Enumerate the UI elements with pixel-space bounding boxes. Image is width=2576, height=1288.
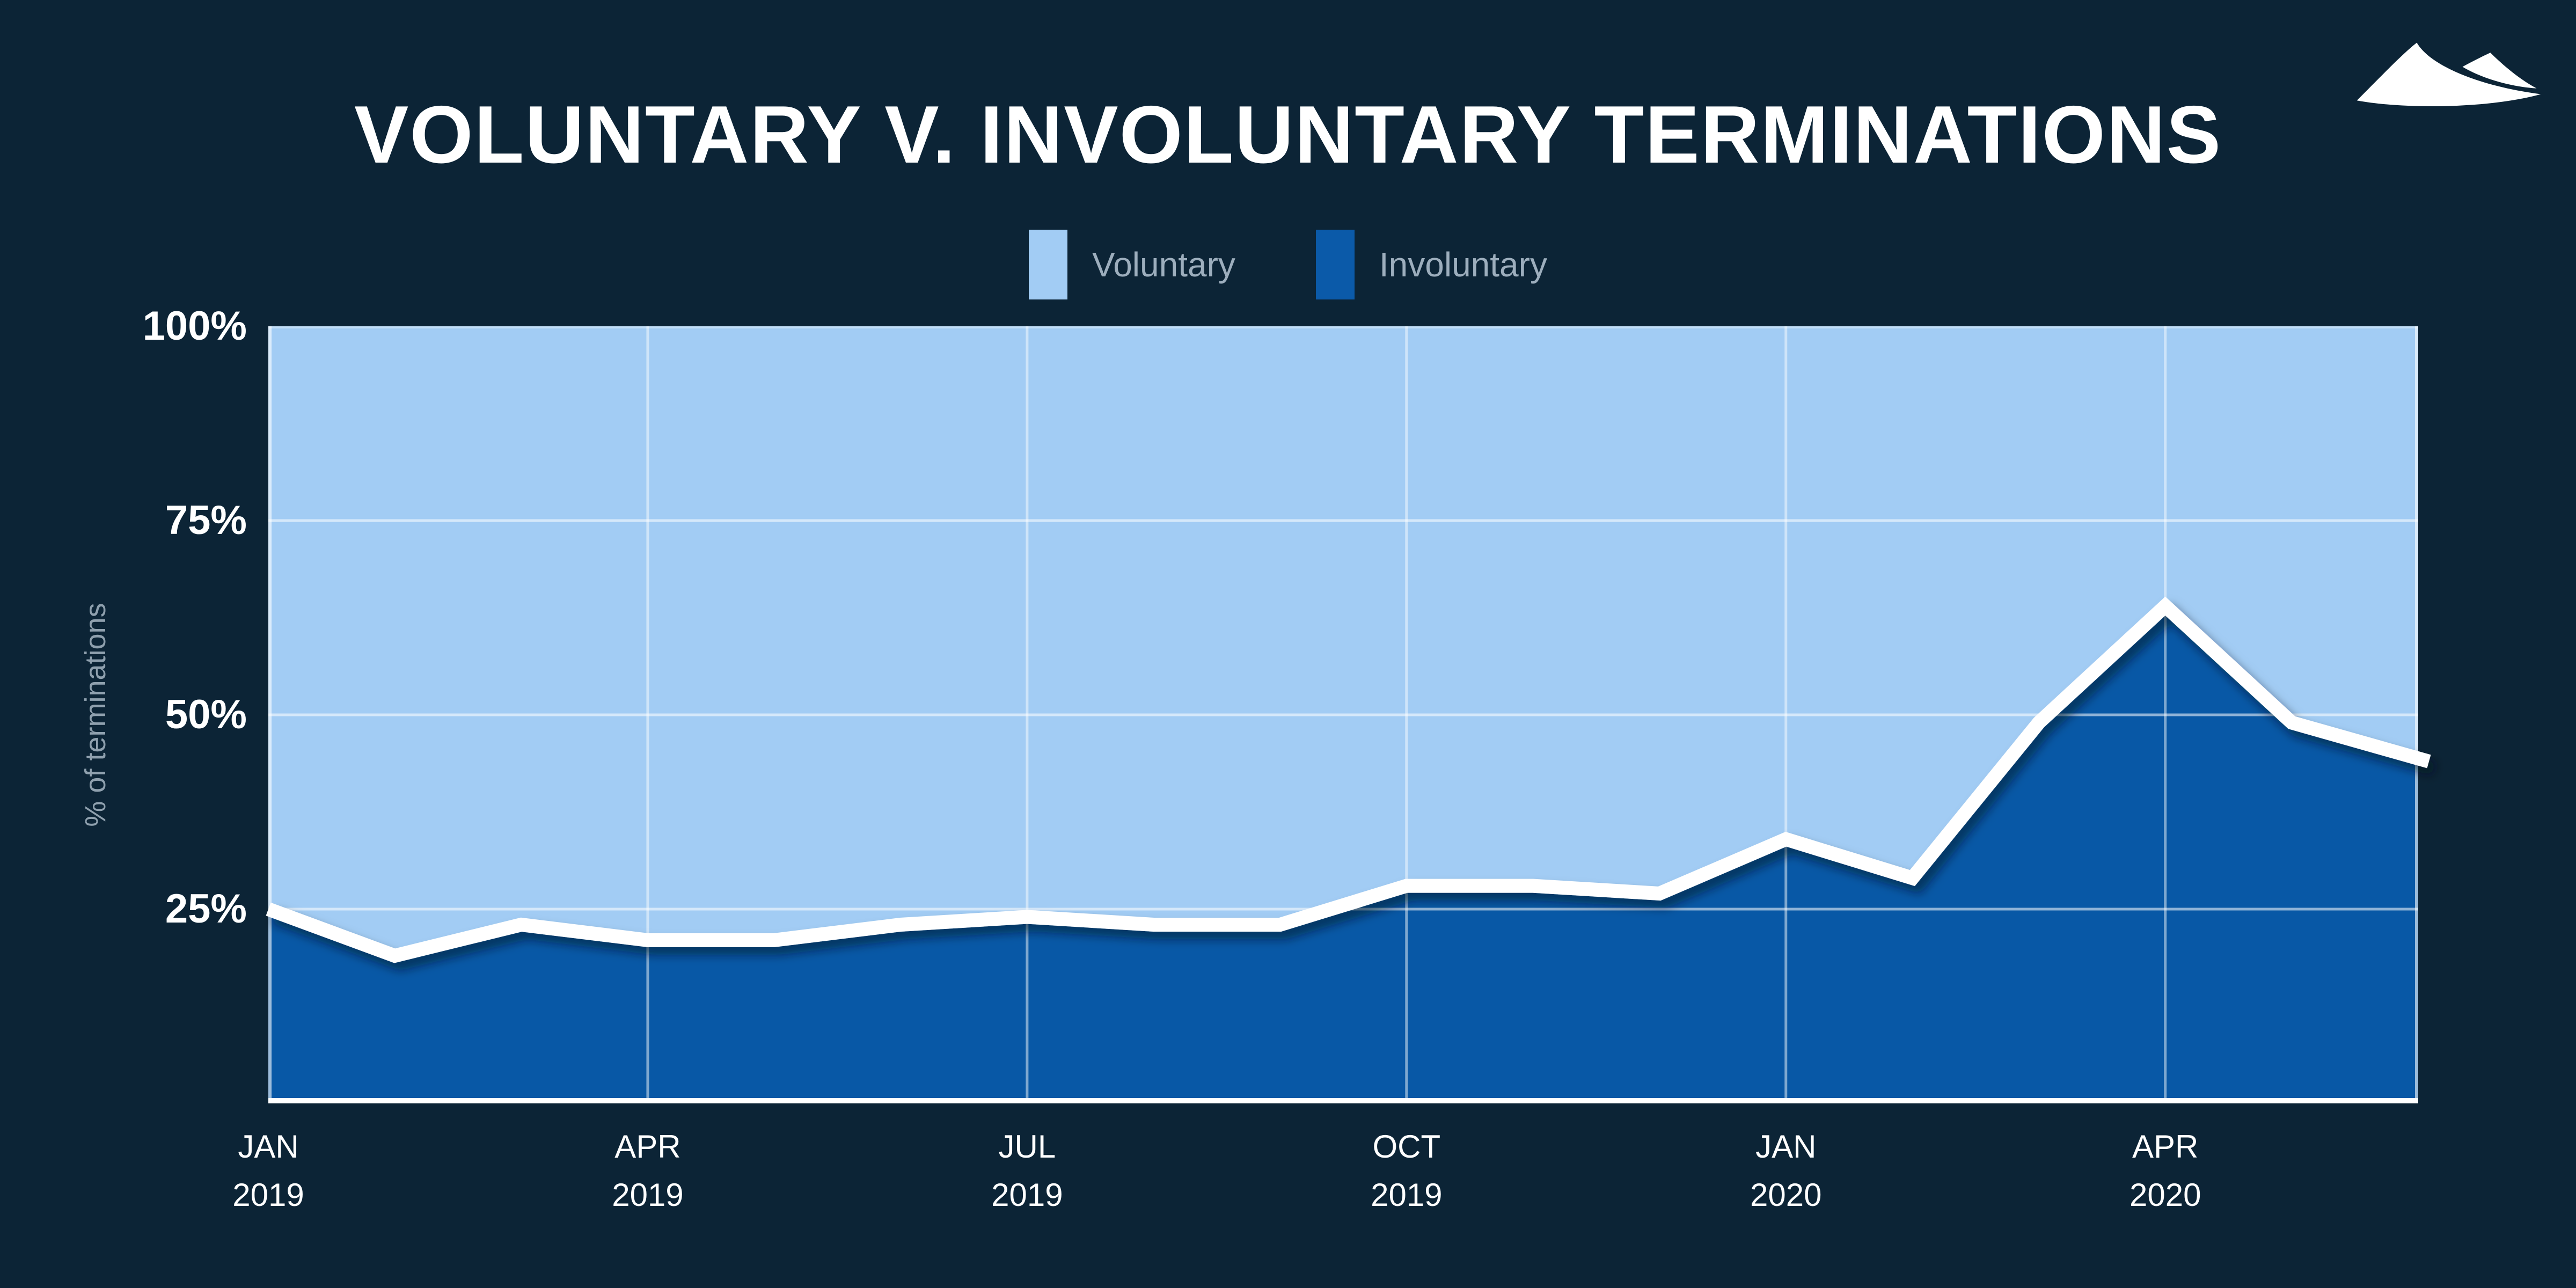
x-tick-year: 2019 [232, 1177, 304, 1213]
legend-label-involuntary: Involuntary [1379, 245, 1547, 284]
x-tick-APR-2020: APR 2020 [2129, 1123, 2201, 1219]
dunes-logo [2357, 42, 2541, 107]
x-tick-month: JAN [1755, 1129, 1817, 1165]
x-tick-year: 2019 [612, 1177, 684, 1213]
legend-item-voluntary: Voluntary [1029, 230, 1235, 299]
x-tick-month: APR [614, 1129, 681, 1165]
x-tick-year: 2020 [1750, 1177, 1822, 1213]
dune-large-shape [2357, 42, 2541, 107]
stacked-area-plot [266, 326, 2431, 1103]
chart-title: VOLUNTARY V. INVOLUNTARY TERMINATIONS [354, 89, 2222, 180]
legend-swatch-involuntary [1315, 230, 1355, 299]
x-tick-JAN-2019: JAN 2019 [232, 1123, 304, 1219]
y-tick-25: 25% [165, 886, 247, 932]
x-tick-month: APR [2132, 1129, 2199, 1165]
y-tick-50: 50% [165, 692, 247, 737]
y-tick-100: 100% [142, 303, 247, 349]
x-tick-APR-2019: APR 2019 [612, 1123, 683, 1219]
x-tick-year: 2019 [991, 1177, 1063, 1213]
x-tick-year: 2020 [2129, 1177, 2201, 1213]
x-tick-JAN-2020: JAN 2020 [1750, 1123, 1821, 1219]
x-tick-month: JAN [238, 1129, 299, 1165]
x-tick-month: JUL [998, 1129, 1056, 1165]
chart-legend: Voluntary Involuntary [0, 230, 2576, 299]
boundary-line-involuntary-share [266, 596, 2431, 963]
y-tick-75: 75% [165, 497, 247, 543]
x-tick-OCT-2019: OCT 2019 [1371, 1123, 1442, 1219]
dune-small-shape [2462, 53, 2537, 89]
area-involuntary [268, 606, 2418, 1103]
legend-swatch-voluntary [1029, 230, 1068, 299]
legend-item-involuntary: Involuntary [1315, 230, 1547, 299]
legend-label-voluntary: Voluntary [1092, 245, 1235, 284]
x-tick-month: OCT [1372, 1129, 1441, 1165]
x-tick-JUL-2019: JUL 2019 [991, 1123, 1063, 1219]
x-tick-year: 2019 [1371, 1177, 1443, 1213]
